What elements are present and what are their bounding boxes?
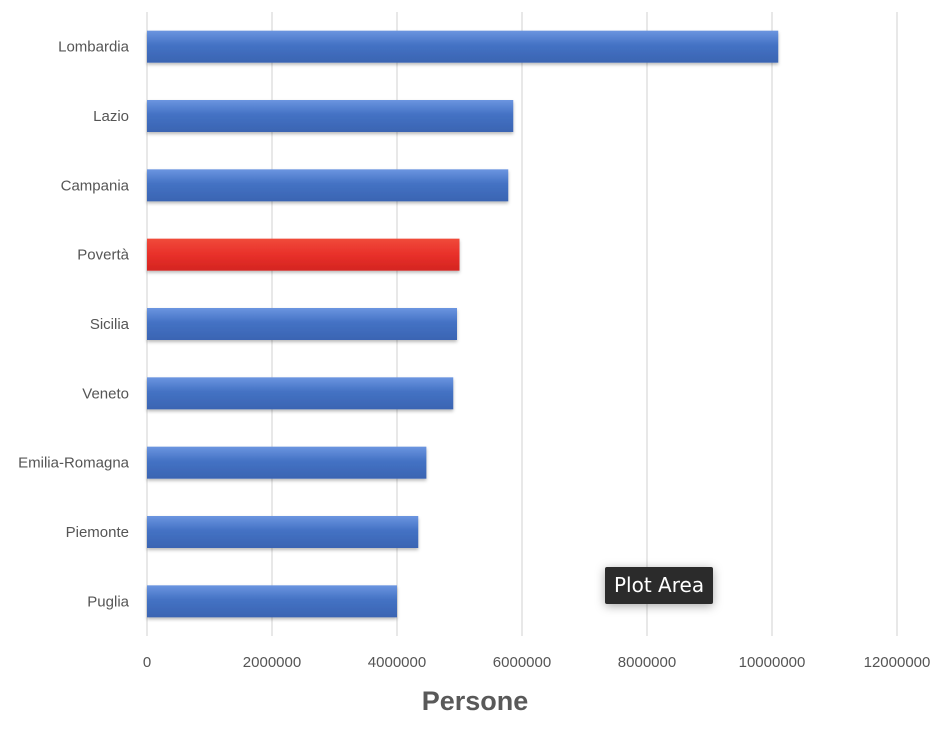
category-label: Povertà	[77, 247, 129, 264]
bar	[147, 377, 454, 410]
category-label: Puglia	[87, 593, 129, 610]
x-tick-labels: 0 2000000 4000000 6000000 8000000 10000000 120…	[143, 654, 931, 671]
bar-highlight	[147, 238, 460, 271]
plot-area-tooltip: Plot Area	[605, 567, 714, 604]
bar	[147, 100, 514, 132]
category-label: Campania	[61, 177, 130, 194]
x-tick-label: 8000000	[618, 654, 676, 671]
bar	[147, 169, 509, 202]
x-axis-title: Persone	[422, 686, 529, 716]
bar	[147, 516, 419, 548]
x-tick-label: 10000000	[739, 654, 806, 671]
x-tick-label: 4000000	[368, 654, 426, 671]
x-tick-label: 12000000	[864, 654, 931, 671]
bar	[147, 30, 779, 63]
x-tick-label: 6000000	[493, 654, 551, 671]
category-label: Emilia-Romagna	[18, 455, 130, 472]
x-tick-label: 2000000	[243, 654, 301, 671]
category-label: Veneto	[82, 385, 129, 402]
category-label: Lombardia	[58, 39, 130, 56]
bar	[147, 585, 397, 618]
category-labels: Lombardia Lazio Campania Povertà Sicilia Vene…	[18, 39, 130, 611]
category-label: Lazio	[93, 108, 129, 125]
category-label: Sicilia	[90, 316, 130, 333]
category-label: Piemonte	[66, 524, 129, 541]
bars	[147, 30, 779, 618]
bar	[147, 446, 427, 479]
bar	[147, 308, 457, 340]
x-tick-label: 0	[143, 654, 151, 671]
